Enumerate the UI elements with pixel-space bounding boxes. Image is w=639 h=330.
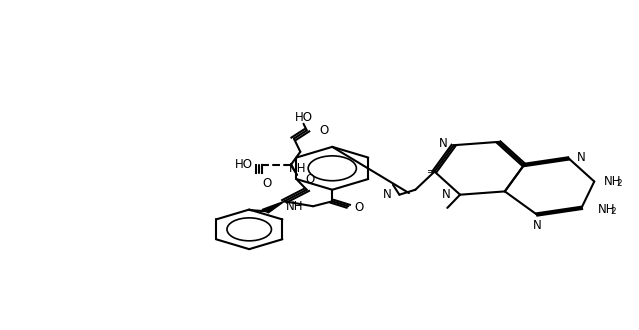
Text: O: O xyxy=(262,177,271,190)
Text: N: N xyxy=(438,137,447,150)
Text: N: N xyxy=(576,151,585,164)
Text: HO: HO xyxy=(295,111,312,124)
Polygon shape xyxy=(262,201,284,213)
Text: NH: NH xyxy=(604,175,621,188)
Text: O: O xyxy=(305,173,314,186)
Text: 2: 2 xyxy=(610,207,616,216)
Text: HO: HO xyxy=(235,158,252,172)
Text: O: O xyxy=(355,201,364,214)
Text: 2: 2 xyxy=(617,179,622,188)
Text: N: N xyxy=(442,188,450,201)
Text: N: N xyxy=(383,188,392,201)
Text: NH: NH xyxy=(286,200,304,213)
Text: O: O xyxy=(320,124,328,137)
Text: NH: NH xyxy=(288,162,306,175)
Text: =: = xyxy=(427,167,436,177)
Text: N: N xyxy=(532,219,541,232)
Text: NH: NH xyxy=(597,203,615,216)
